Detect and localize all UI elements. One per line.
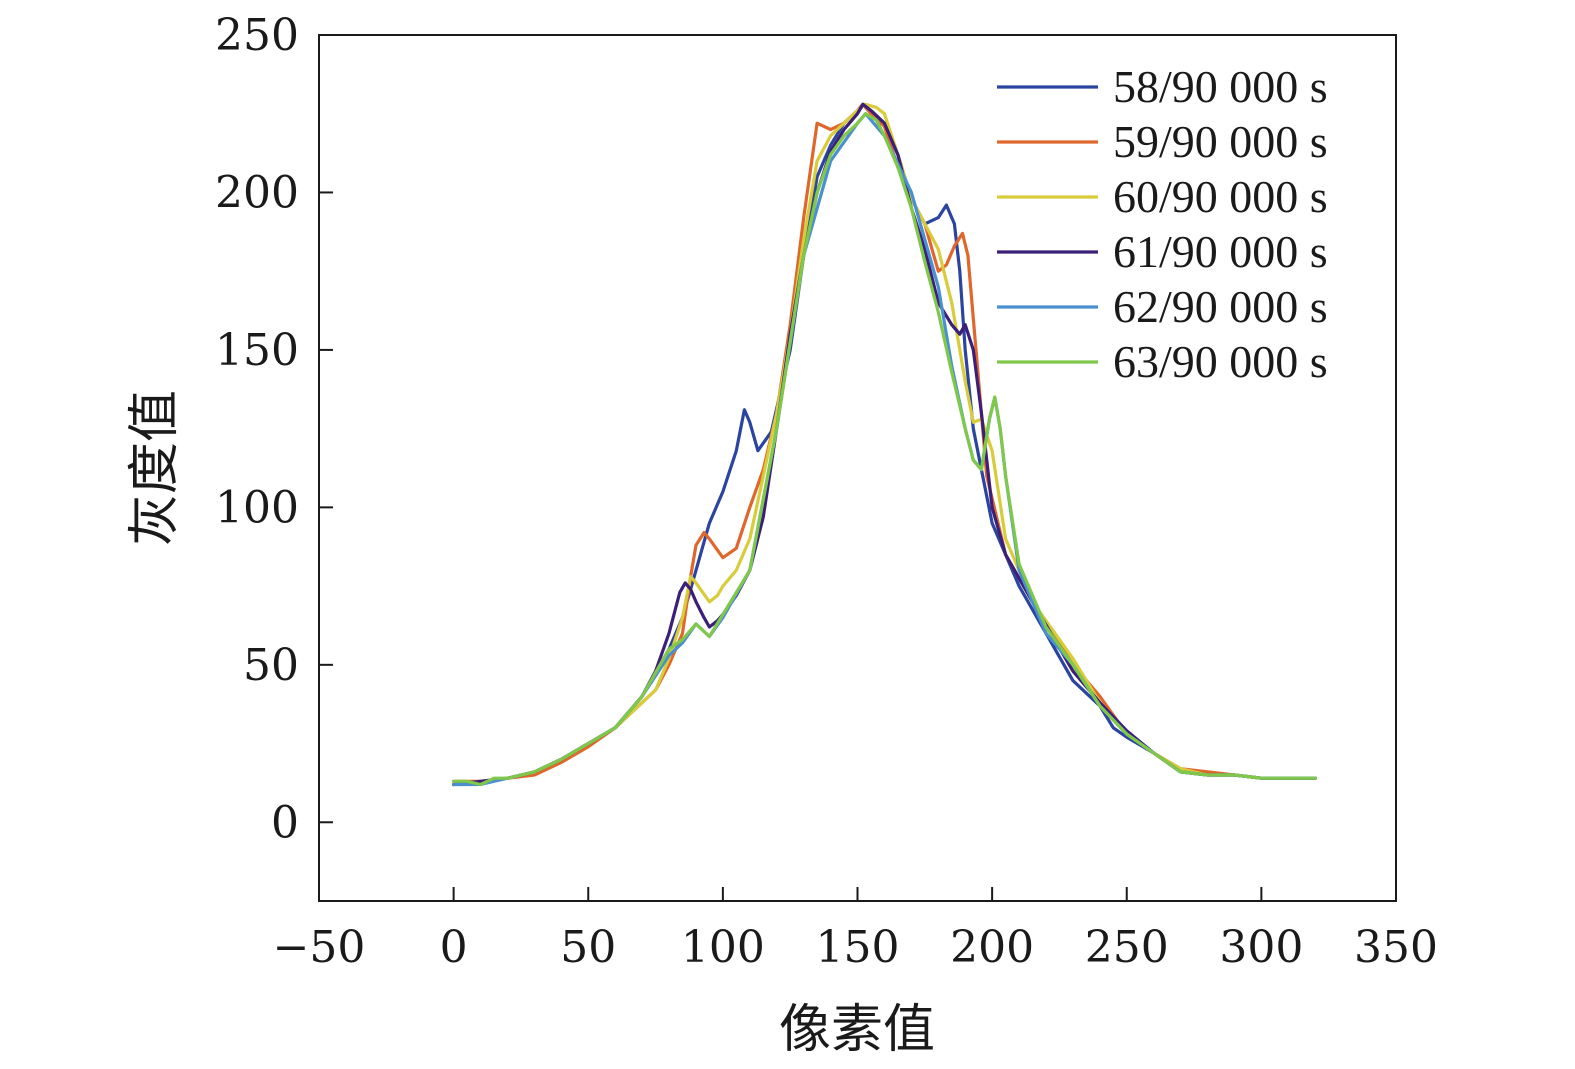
legend: 58/90 000 s59/90 000 s60/90 000 s61/90 0… bbox=[997, 61, 1328, 387]
x-tick-label: 200 bbox=[950, 922, 1034, 973]
x-tick-label: 100 bbox=[681, 922, 765, 973]
series-layer bbox=[452, 102, 1317, 787]
y-tick-label: 200 bbox=[215, 167, 299, 218]
legend-label-6: 63/90 000 s bbox=[1113, 336, 1328, 387]
series-line-6 bbox=[452, 112, 1317, 787]
y-axis-ticks: 0 50 100 150 200 250 bbox=[215, 10, 333, 848]
y-tick-label: 100 bbox=[215, 482, 299, 533]
legend-label-1: 58/90 000 s bbox=[1113, 61, 1328, 112]
x-tick-label: 250 bbox=[1085, 922, 1169, 973]
legend-label-3: 60/90 000 s bbox=[1113, 171, 1328, 222]
x-axis-title: 像素值 bbox=[779, 1000, 935, 1060]
y-axis-title: 灰度值 bbox=[125, 390, 185, 546]
y-tick-label: 0 bbox=[271, 797, 299, 848]
y-tick-label: 250 bbox=[215, 10, 299, 61]
y-tick-label: 150 bbox=[215, 325, 299, 376]
series-line-4 bbox=[452, 102, 1317, 787]
legend-label-2: 59/90 000 s bbox=[1113, 116, 1328, 167]
x-tick-label: 350 bbox=[1354, 922, 1438, 973]
x-tick-label: 0 bbox=[440, 922, 468, 973]
x-tick-label: 300 bbox=[1219, 922, 1303, 973]
legend-label-4: 61/90 000 s bbox=[1113, 226, 1328, 277]
x-tick-label: −50 bbox=[273, 922, 366, 973]
x-tick-label: 50 bbox=[560, 922, 616, 973]
y-tick-label: 50 bbox=[243, 640, 299, 691]
x-axis-ticks: −50 0 50 100 150 200 250 300 350 bbox=[273, 887, 1438, 973]
legend-label-5: 62/90 000 s bbox=[1113, 281, 1328, 332]
x-tick-label: 150 bbox=[816, 922, 900, 973]
